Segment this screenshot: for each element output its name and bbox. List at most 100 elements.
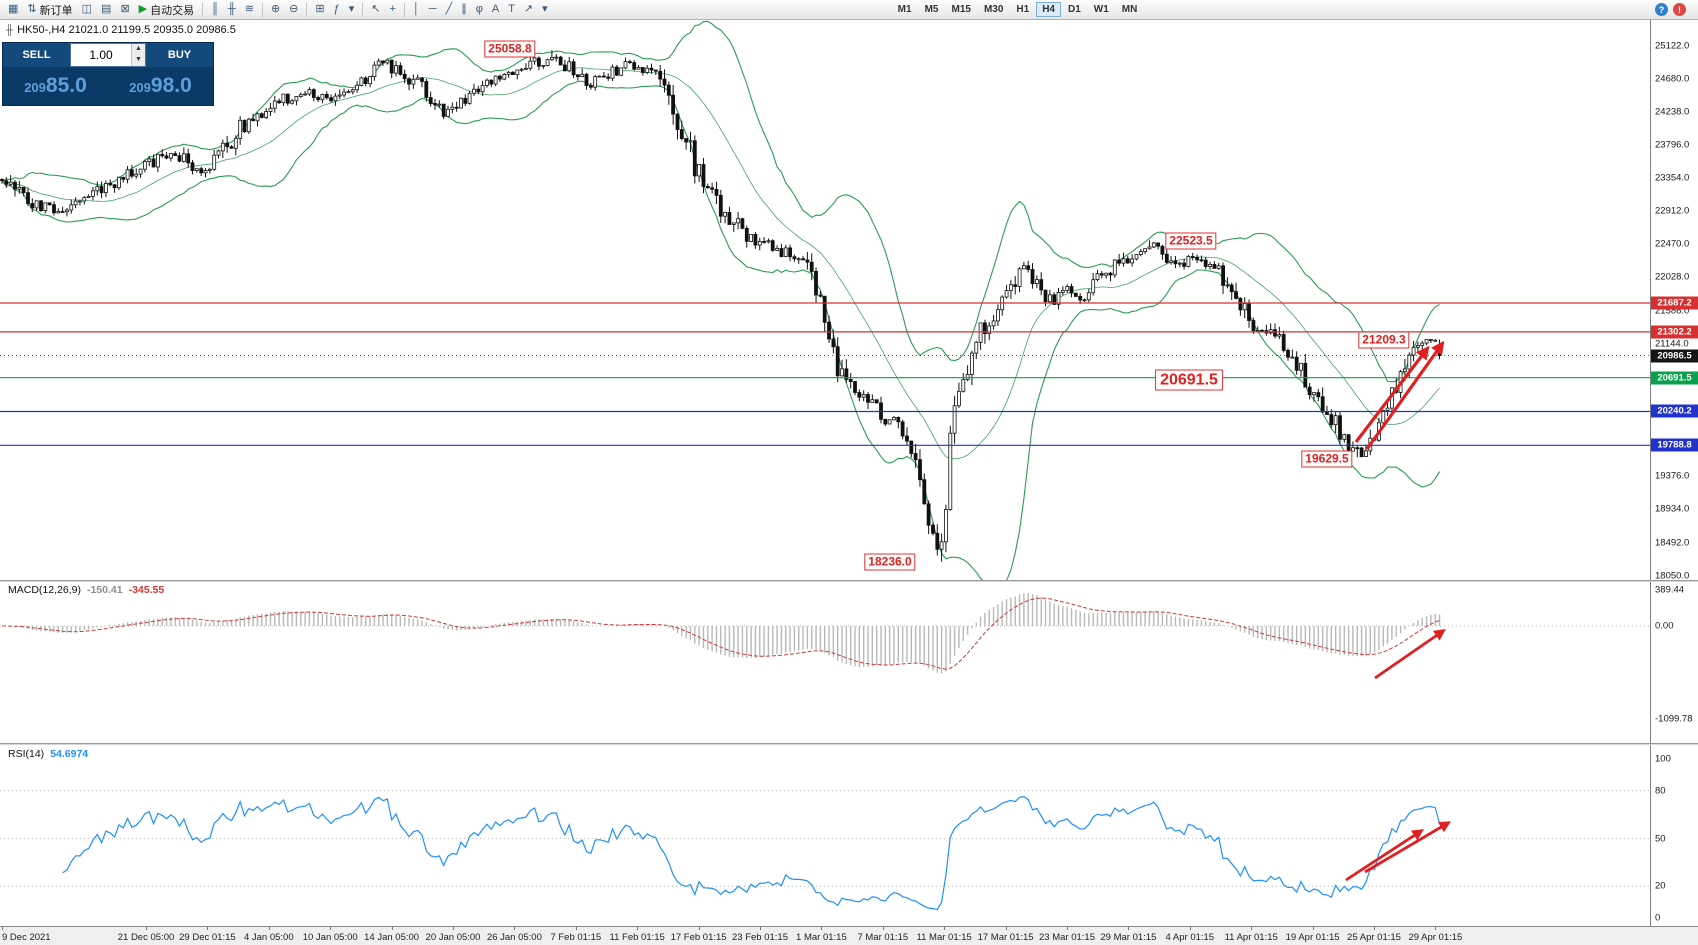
macd-signal-value: -345.55 [128,584,165,596]
time-axis-tick [882,927,884,930]
buy-button[interactable]: BUY [146,43,213,67]
timeframe-m1-button[interactable]: M1 [897,4,912,15]
trend-arrow[interactable] [1354,340,1445,450]
text-button-glyph: A [491,3,500,15]
rsi-axis-tick: 80 [1655,785,1666,797]
fibonacci-button[interactable]: φ [472,0,487,19]
timeframe-mn-button[interactable]: MN [1121,4,1138,15]
trend-arrow[interactable] [1374,628,1446,680]
timeframe-d1-button[interactable]: D1 [1067,4,1081,15]
volume-value[interactable]: 1.00 [89,48,113,62]
time-axis-label: 11 Apr 01:15 [1224,932,1278,943]
price-chart-canvas[interactable] [0,20,1650,580]
rsi-value: 54.6974 [50,748,89,760]
indicators-button[interactable]: ƒ [330,0,344,19]
zoom-in-button-glyph: ⊕ [270,3,281,15]
trendline-button[interactable]: ╱ [442,0,457,19]
macd-value: -150.41 [86,584,123,596]
autotrading-button-label: 自动交易 [150,4,195,17]
timeframe-w1-button[interactable]: W1 [1093,4,1109,15]
profiles-icon-glyph: ▤ [101,3,112,15]
volume-field[interactable]: 1.00 ▲ ▼ [70,43,146,67]
indicators-dropdown-glyph: ▾ [348,3,355,15]
volume-down-button[interactable]: ▼ [132,55,145,66]
rsi-panel-canvas[interactable] [0,745,1650,926]
time-axis-tick [1374,927,1375,930]
time-axis-label: 11 Mar 01:15 [916,932,972,943]
label-button-glyph: T [508,3,515,15]
timeframe-h1-button[interactable]: H1 [1016,4,1030,15]
time-axis-tick [453,927,454,930]
trend-arrow[interactable] [1345,829,1424,882]
macd-axis-tick: 389.44 [1655,584,1685,596]
vertical-line-button[interactable]: │ [409,0,424,19]
panel-splitter[interactable] [0,580,1698,582]
macd-title: MACD(12,26,9) [8,584,81,596]
community-icon[interactable]: ! [1673,3,1686,16]
bar-chart-icon[interactable]: ║ [207,0,223,19]
trend-arrow[interactable] [1364,821,1452,874]
time-axis[interactable]: 9 Dec 2021 21 Dec 05:00 29 Dec 01:15 4 Jan … [0,926,1698,945]
price-axis-tag: 20986.5 [1651,349,1698,363]
time-axis-tick [1251,927,1253,930]
trendline-button-glyph: ╱ [445,3,453,15]
profiles-icon[interactable]: ▤ [97,0,115,19]
help-icon[interactable]: ? [1655,3,1668,16]
buy-price-main: 98.0 [150,74,192,97]
candlestick-icon: ╫ [6,25,14,36]
arrow-objects-button[interactable]: ↗ [520,0,537,19]
time-axis-label: 14 Jan 05:00 [364,932,420,943]
sell-button[interactable]: SELL [3,43,70,67]
strategy-tester-icon[interactable]: ⊠ [116,0,133,19]
objects-dropdown[interactable]: ▾ [538,0,552,19]
horizontal-line-button[interactable]: ─ [425,0,441,19]
timeframe-h4-button[interactable]: H4 [1036,2,1061,17]
panel-splitter[interactable] [0,743,1698,745]
toolbar-separator [202,2,204,17]
tile-windows-icon[interactable]: ⊞ [311,0,328,19]
label-button[interactable]: T [504,0,519,19]
time-axis-label: 29 Mar 01:15 [1100,932,1157,943]
time-axis-label: 26 Jan 05:00 [486,932,542,943]
indicators-button-glyph: ƒ [333,3,340,15]
candlestick-chart-icon[interactable]: ╫ [224,0,240,19]
price-axis-tick: 19376.0 [1655,470,1690,482]
price-axis-tick: 23796.0 [1655,139,1690,151]
macd-panel-canvas[interactable] [0,582,1650,743]
timeframe-m15-button[interactable]: M15 [951,4,971,15]
show-charts-icon[interactable]: ▦ [4,0,22,19]
time-axis-label: 7 Feb 01:15 [550,932,602,943]
time-axis-label: 10 Jan 05:00 [302,932,358,943]
toolbar: ▦ ⇅ 新订单 ◫ ▤ ⊠ ▶ 自动交易 ║ ╫ ≋ ⊕ ⊖ ⊞ ƒ ▾ ↖ + │ ─ ╱ ∥ φ A T ↗ ▾ M1 M5 M15… [0,0,1698,20]
autotrading-button[interactable]: ▶ 自动交易 [135,0,198,19]
time-axis-tick [514,927,516,930]
volume-up-button[interactable]: ▲ [132,44,145,55]
time-axis-tick [760,927,761,930]
toolbar-separator [306,2,308,17]
buy-price: 209 98.0 [108,74,213,98]
equidistant-channel-button[interactable]: ∥ [457,0,471,19]
time-axis-tick [698,927,700,930]
zoom-out-button[interactable]: ⊖ [285,0,302,19]
tile-windows-icon-glyph: ⊞ [315,3,325,15]
price-axis[interactable]: 25122.0 24680.0 24238.0 23796.0 23354.0 22912… [1650,20,1698,926]
line-chart-icon[interactable]: ≋ [241,0,258,19]
time-axis-label: 4 Apr 01:15 [1165,932,1215,943]
price-axis-tick: 18934.0 [1655,503,1690,515]
crosshair-button[interactable]: + [385,0,399,19]
timeframe-m30-button[interactable]: M30 [983,4,1004,15]
text-button[interactable]: A [488,0,503,19]
time-axis-tick [1067,927,1068,930]
price-axis-tick: 24680.0 [1655,73,1690,85]
chart-window-icon[interactable]: ◫ [78,0,96,19]
cursor-button-glyph: ↖ [371,3,381,15]
timeframe-m5-button[interactable]: M5 [924,4,939,15]
zoom-in-button[interactable]: ⊕ [267,0,284,19]
price-axis-tick: 18050.0 [1655,570,1690,582]
price-axis-tick: 21586.0 [1655,305,1690,317]
new-order-button[interactable]: ⇅ 新订单 [23,0,76,19]
macd-label: MACD(12,26,9) -150.41 -345.55 [8,584,170,596]
volume-spinner: ▲ ▼ [131,44,145,66]
cursor-button[interactable]: ↖ [367,0,384,19]
indicators-dropdown[interactable]: ▾ [345,0,359,19]
